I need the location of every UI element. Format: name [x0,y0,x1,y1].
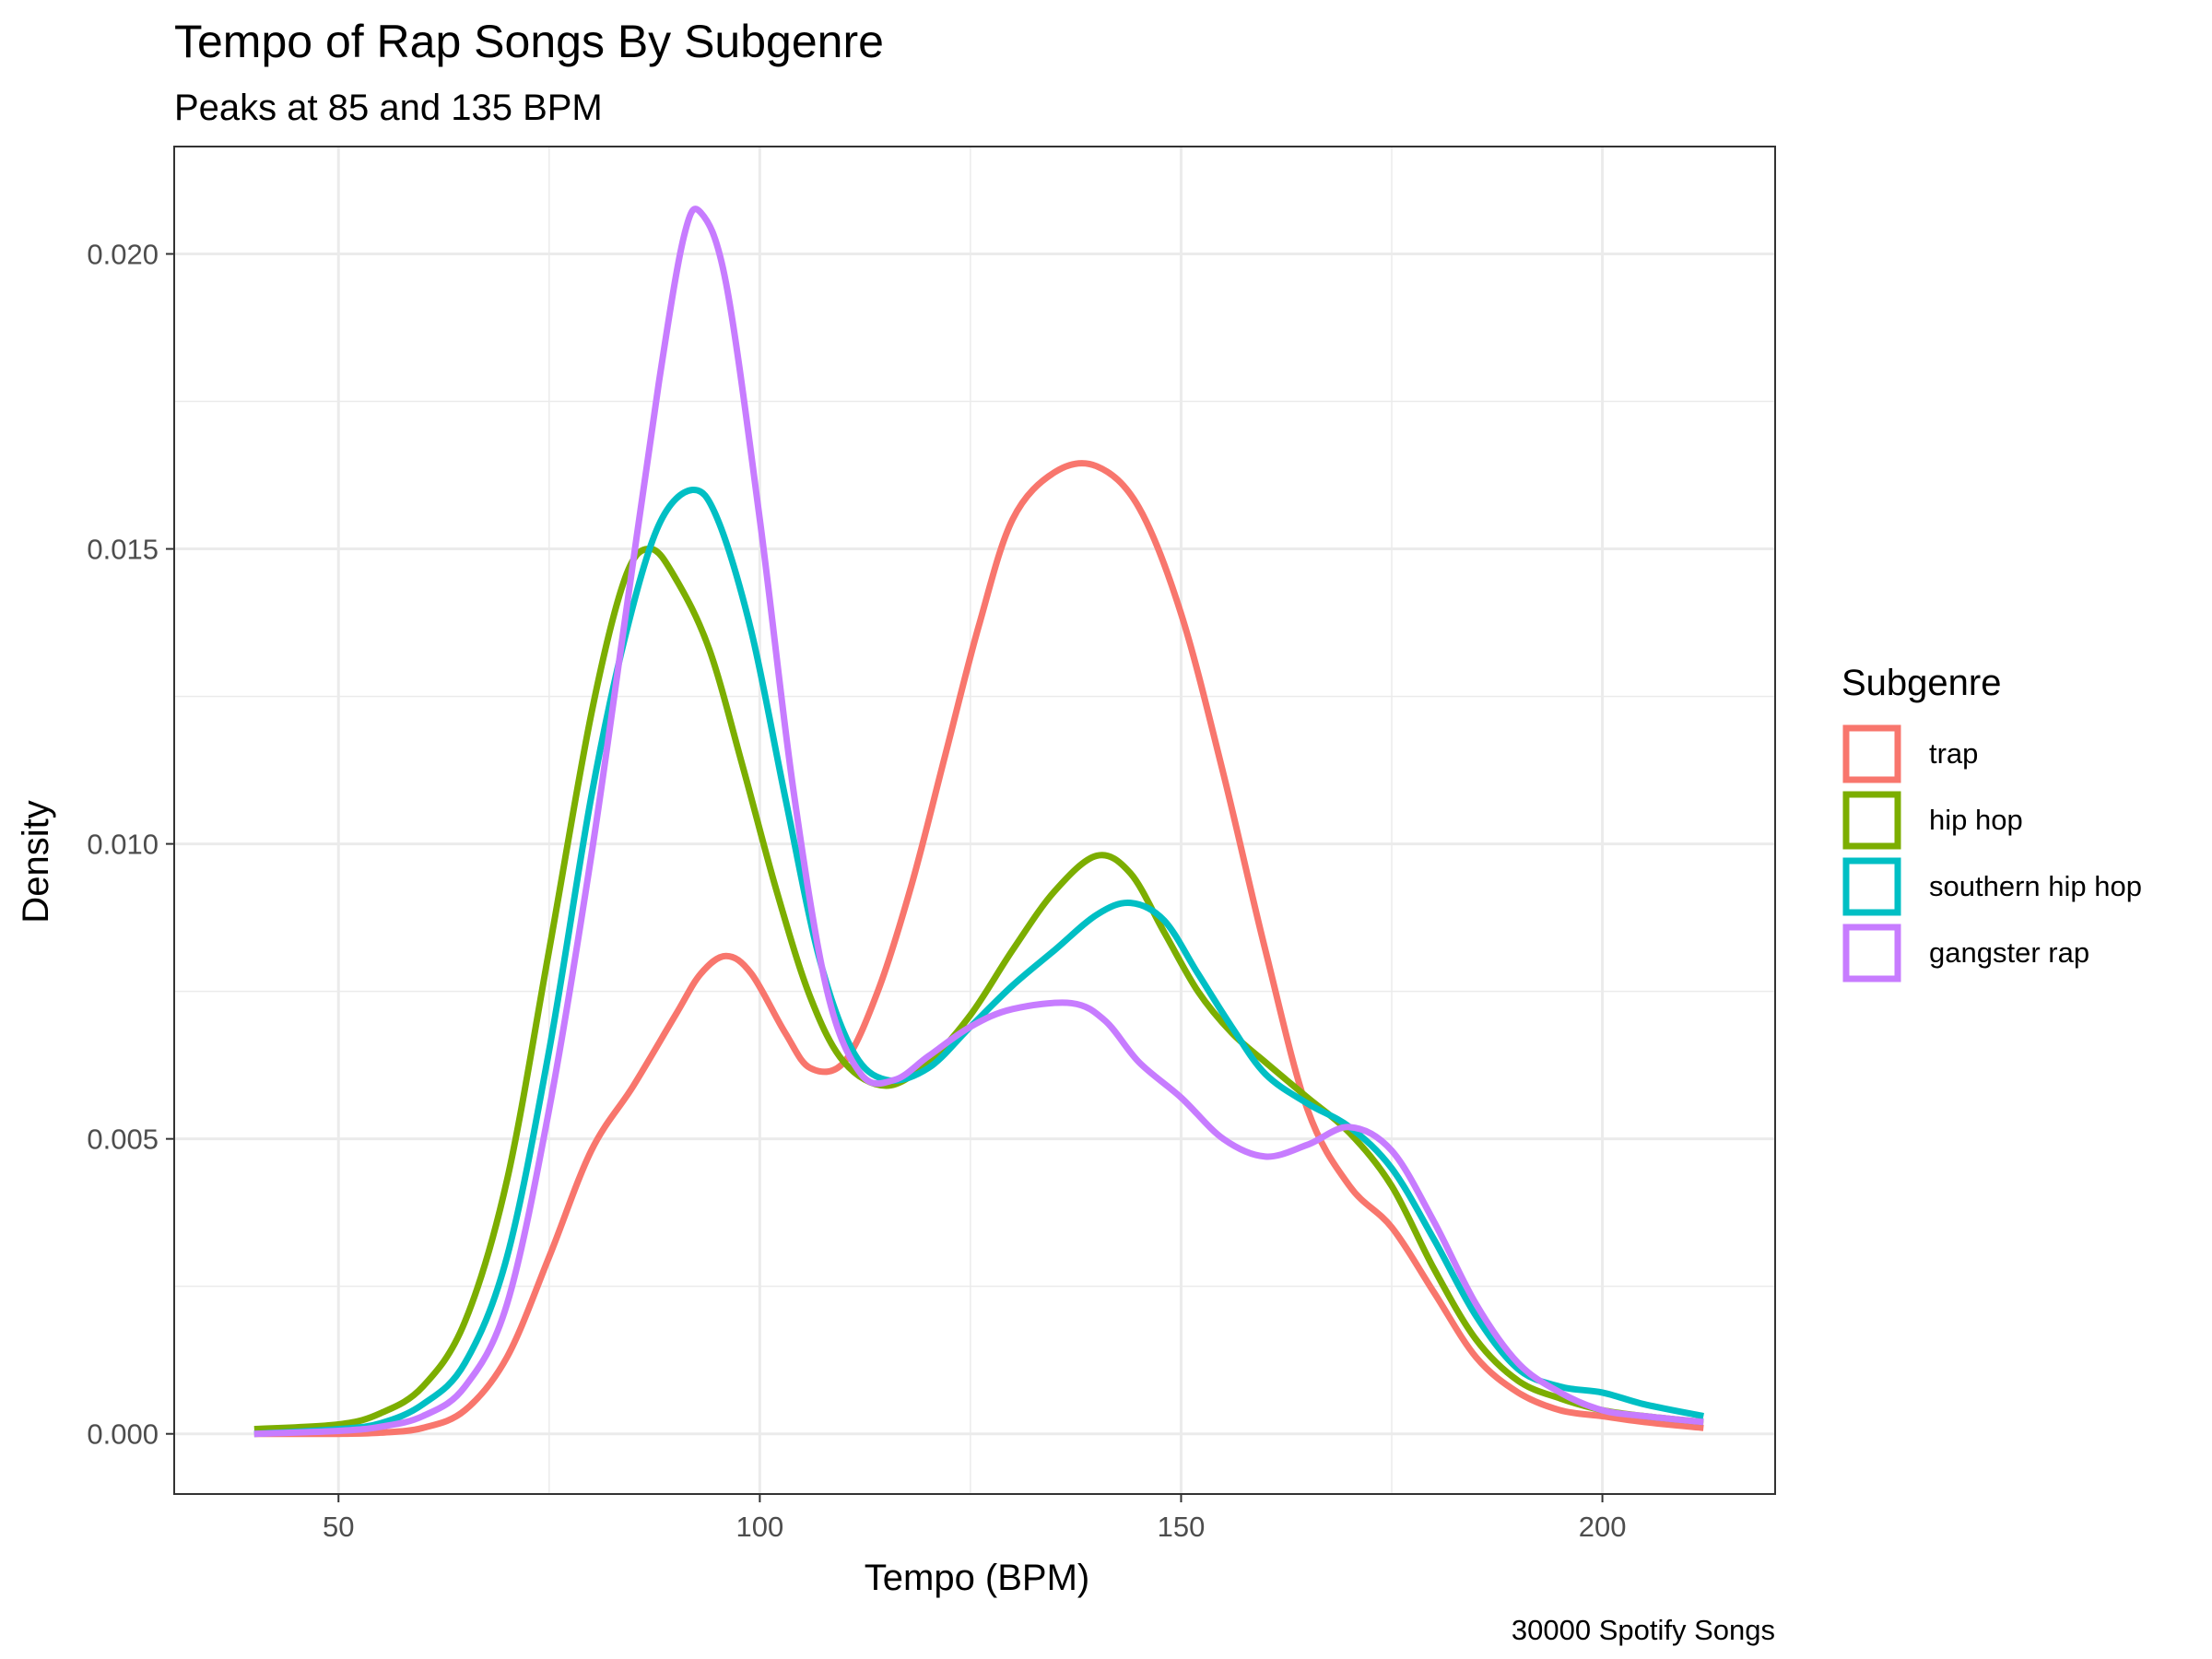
legend-key-hip-hop [1842,791,1901,850]
legend-label: gangster rap [1929,936,2089,969]
legend: Subgenre trap hip hop southern hip hop gang… [1841,663,2142,982]
legend-key-southern-hip-hop [1842,857,1901,916]
x-axis: 50 100 150 200 [323,1494,1626,1543]
legend-label: trap [1929,737,1978,770]
y-tick-label: 0.000 [87,1418,159,1451]
y-axis: 0.000 0.005 0.010 0.015 0.020 [87,238,174,1451]
legend-title: Subgenre [1841,663,2001,703]
x-tick-label: 100 [736,1511,784,1543]
legend-label: hip hop [1929,804,2023,836]
y-tick-label: 0.020 [87,238,159,270]
plot-panel [174,147,1775,1494]
y-tick-label: 0.010 [87,829,159,861]
x-tick-label: 50 [323,1511,354,1543]
chart-subtitle: Peaks at 85 and 135 BPM [174,88,603,128]
y-axis-title: Density [16,800,56,923]
x-axis-title: Tempo (BPM) [865,1558,1090,1598]
major-gridlines [174,147,1775,1494]
plot-area [173,146,1776,1495]
legend-key-gangster-rap [1842,924,1901,982]
legend-key-trap [1842,724,1901,783]
x-tick-label: 200 [1579,1511,1627,1543]
chart-title: Tempo of Rap Songs By Subgenre [174,16,884,67]
minor-gridlines [174,147,1775,1494]
chart-caption: 30000 Spotify Songs [1512,1614,1775,1646]
y-tick-label: 0.015 [87,534,159,566]
density-series [253,206,1704,1438]
series-line-gangster-rap [253,206,1704,1438]
y-tick-label: 0.005 [87,1124,159,1156]
series-line-trap [253,460,1704,1438]
x-tick-label: 150 [1158,1511,1206,1543]
plot-border [173,146,1776,1495]
legend-label: southern hip hop [1929,870,2142,902]
